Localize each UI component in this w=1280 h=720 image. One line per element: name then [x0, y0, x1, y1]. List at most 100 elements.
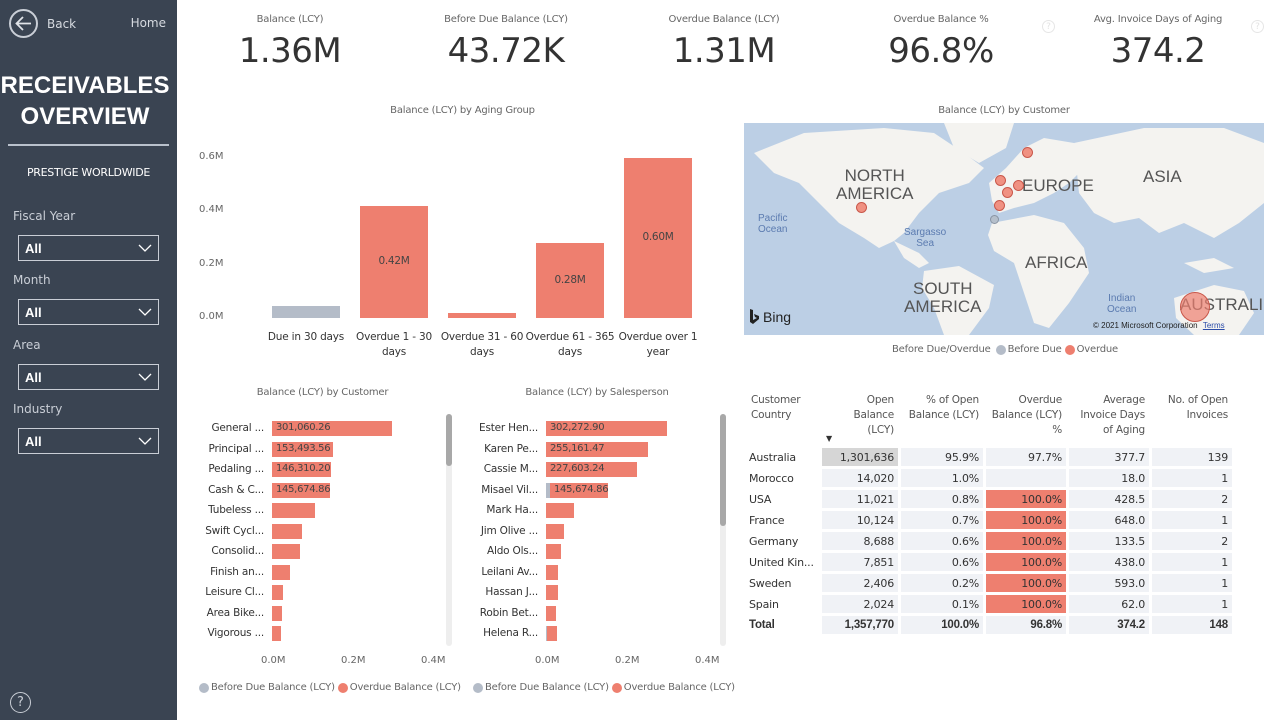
bar-value-label: 0.60M [642, 231, 674, 243]
map-point-spain[interactable] [994, 200, 1005, 211]
cell-avg-days: 18.0 [1069, 469, 1149, 487]
table-row[interactable]: France 10,124 0.7% 100.0% 648.0 1 [747, 511, 1232, 529]
customer-overdue-bar[interactable] [272, 544, 300, 559]
aging-bar[interactable] [624, 158, 692, 318]
aging-bar[interactable] [448, 313, 516, 318]
cell-avg-days: 438.0 [1069, 553, 1149, 571]
month-dropdown[interactable]: All [18, 299, 159, 325]
back-button[interactable]: Back [9, 9, 76, 38]
customer-overdue-bar[interactable] [272, 462, 331, 477]
help-icon[interactable]: ? [10, 692, 31, 713]
header-text: Open Balance (LCY) [853, 394, 895, 436]
map-point-united-kingdom[interactable] [995, 175, 1006, 186]
customer-x-tick-label: 0.4M [421, 655, 446, 666]
cell-country: Total [749, 619, 775, 631]
salesperson-overdue-bar[interactable] [546, 503, 574, 518]
table-total-row[interactable]: Total 1,357,770 100.0% 96.8% 374.2 148 [747, 616, 1232, 634]
customer-map[interactable]: NORTH AMERICA SOUTH AMERICA EUROPE ASIA AF… [744, 123, 1264, 335]
table-row[interactable]: USA 11,021 0.8% 100.0% 428.5 2 [747, 490, 1232, 508]
salesperson-before-due-bar[interactable] [546, 482, 550, 498]
table-row[interactable]: Sweden 2,406 0.2% 100.0% 593.0 1 [747, 574, 1232, 592]
kpi-value: 1.31M [672, 31, 776, 71]
col-header-overdue-pct[interactable]: Overdue Balance (LCY) % [991, 394, 1062, 436]
cell-num-invoices: 1 [1152, 469, 1232, 487]
home-button[interactable]: Home [130, 16, 166, 30]
salesperson-before-due-bar[interactable] [546, 626, 548, 641]
company-name: PRESTIGE WORLDWIDE [26, 166, 151, 179]
fiscal-year-dropdown[interactable]: All [18, 235, 159, 261]
salesperson-overdue-bar[interactable] [546, 585, 558, 600]
bar-value-label: 0.42M [378, 255, 410, 267]
aging-bar[interactable] [360, 206, 428, 318]
salesperson-overdue-bar[interactable] [546, 523, 564, 539]
industry-dropdown[interactable]: All [18, 428, 159, 454]
salesperson-overdue-bar[interactable] [547, 626, 557, 641]
customer-overdue-bar[interactable] [272, 605, 282, 621]
aging-bar[interactable] [272, 306, 340, 318]
cell-avg-days: 593.0 [1069, 574, 1149, 592]
customer-category-label: Finish an... [210, 565, 264, 578]
chevron-down-icon [138, 373, 152, 381]
terms-link[interactable]: Terms [1202, 321, 1225, 330]
customer-chart-scrollbar[interactable] [446, 414, 452, 646]
salesperson-value-label: 302,272.90 [550, 422, 605, 433]
col-header-num-invoices[interactable]: No. of Open Invoices [1167, 394, 1228, 421]
salesperson-overdue-bar[interactable] [546, 564, 558, 580]
cell-overdue-pct: 100.0% [986, 574, 1066, 592]
salesperson-category-label: Aldo Ols... [487, 545, 538, 557]
map-point-france[interactable] [1002, 187, 1013, 198]
customer-overdue-bar[interactable] [272, 564, 290, 580]
col-header-avg-days[interactable]: Average Invoice Days of Aging [1080, 394, 1145, 436]
kpi-value: 374.2 [1110, 31, 1206, 71]
map-point-australia[interactable] [1180, 292, 1210, 322]
map-point-germany[interactable] [1013, 180, 1024, 191]
kpi-label: Overdue Balance (LCY) [668, 14, 780, 25]
cell-open-balance: 2,406 [822, 574, 898, 592]
salesperson-overdue-bar[interactable] [546, 544, 562, 559]
customer-overdue-bar[interactable] [272, 626, 282, 641]
table-header-row: Customer Country Open Balance (LCY) ▼ % o… [747, 393, 1232, 445]
salesperson-overdue-bar[interactable] [546, 421, 667, 436]
legend-label: Overdue Balance (LCY) [349, 682, 461, 693]
cell-country: Germany [749, 534, 799, 548]
scroll-thumb[interactable] [720, 414, 726, 526]
table-row[interactable]: Spain 2,024 0.1% 100.0% 62.0 1 [747, 595, 1232, 613]
salesperson-overdue-bar[interactable] [546, 605, 556, 621]
table-row[interactable]: Australia 1,301,636 95.9% 97.7% 377.7 139 [747, 448, 1232, 466]
table-row[interactable]: United Kin... 7,851 0.6% 100.0% 438.0 1 [747, 553, 1232, 571]
kpi-help-icon[interactable]: ? [1042, 20, 1055, 33]
salesperson-overdue-bar[interactable] [546, 462, 638, 477]
salesperson-chart-scrollbar[interactable] [720, 414, 726, 646]
col-header-open-balance[interactable]: Open Balance (LCY) ▼ [822, 393, 898, 445]
customer-overdue-bar[interactable] [272, 482, 331, 498]
map-point-morocco[interactable] [990, 215, 999, 224]
col-header-country[interactable]: Customer Country [751, 394, 801, 421]
cell-num-invoices: 1 [1152, 574, 1232, 592]
salesperson-overdue-bar[interactable] [546, 441, 649, 457]
map-point-sweden[interactable] [1022, 147, 1033, 158]
chevron-down-icon [138, 244, 152, 252]
cell-pct-open: 0.6% [901, 553, 983, 571]
salesperson-category-label: Misael Vil... [481, 483, 538, 496]
customer-overdue-bar[interactable] [272, 585, 284, 600]
map-point-usa[interactable] [856, 202, 867, 213]
cell-avg-days: 374.2 [1069, 616, 1149, 634]
scroll-thumb[interactable] [446, 414, 452, 466]
customer-overdue-bar[interactable] [272, 441, 334, 457]
kpi-help-icon[interactable]: ? [1251, 20, 1264, 33]
customer-overdue-bar[interactable] [272, 421, 393, 436]
customer-overdue-bar[interactable] [272, 523, 302, 539]
col-header-pct-open[interactable]: % of Open Balance (LCY) [908, 394, 979, 421]
salesperson-overdue-bar[interactable] [550, 482, 609, 498]
customer-overdue-bar[interactable] [272, 503, 315, 518]
page-title: RECEIVABLES OVERVIEW [0, 70, 170, 132]
cell-pct-open: 0.1% [901, 595, 983, 613]
area-dropdown[interactable]: All [18, 364, 159, 390]
customer-category-label: Area Bike... [206, 606, 265, 619]
kpi-label: Avg. Invoice Days of Aging [1093, 14, 1223, 25]
aging-bar[interactable] [536, 243, 604, 318]
table-row[interactable]: Germany 8,688 0.6% 100.0% 133.5 2 [747, 532, 1232, 550]
table-row[interactable]: Morocco 14,020 1.0% 18.0 1 [747, 469, 1232, 487]
before-due-legend-dot [995, 344, 1006, 355]
customer-category-label: Swift Cycl... [205, 524, 264, 537]
